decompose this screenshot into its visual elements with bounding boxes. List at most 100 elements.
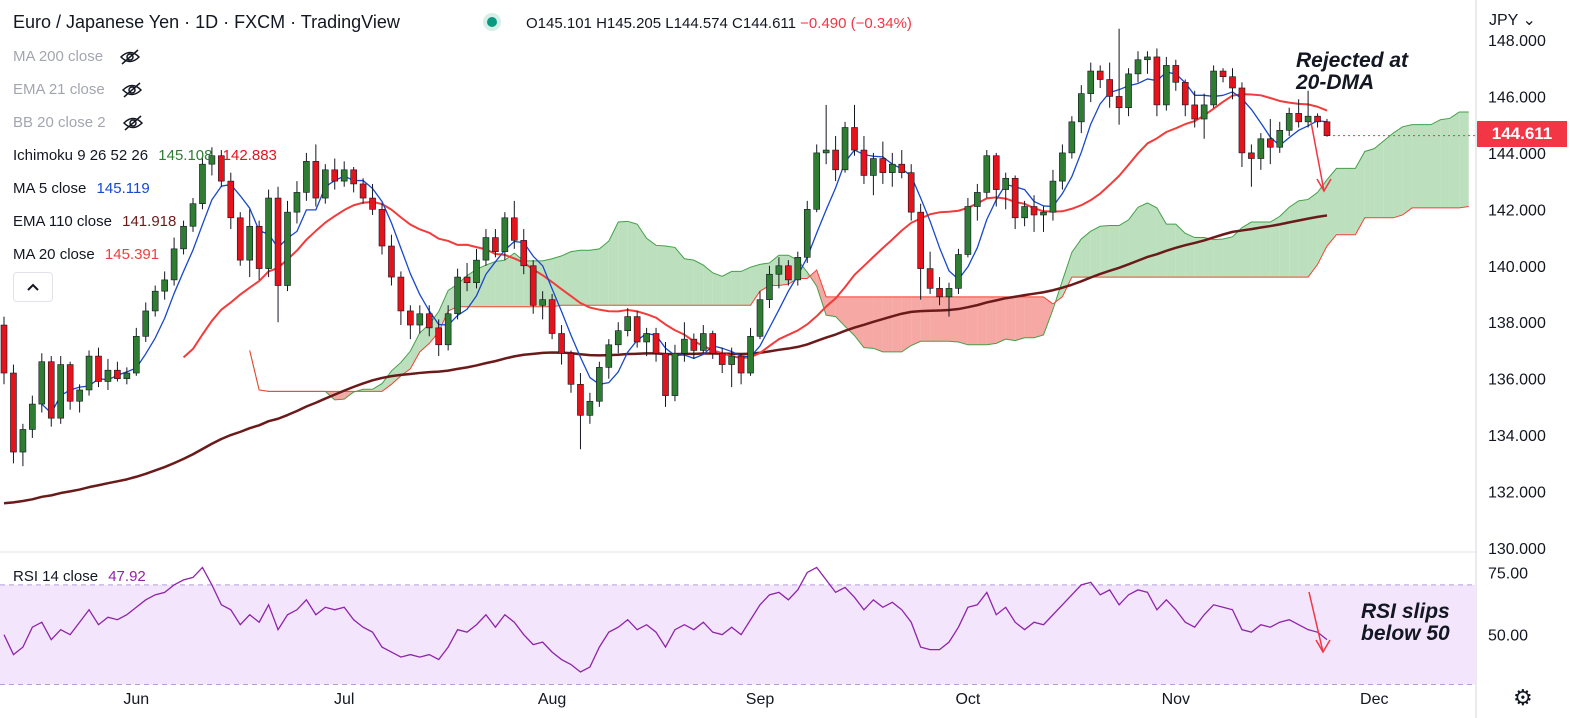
candle-body (76, 389, 83, 402)
candle (567, 350, 575, 393)
currency-label: JPY (1489, 12, 1519, 29)
candle-body (1295, 113, 1302, 123)
currency-selector[interactable]: JPY ⌄ (1489, 10, 1536, 30)
candle (766, 265, 773, 309)
cloud-segment (684, 258, 694, 306)
candle-body (766, 273, 773, 300)
legend-bb[interactable]: BB 20 close 2 (13, 114, 144, 132)
candle-body (133, 336, 140, 374)
candle-body (1049, 180, 1057, 213)
candle-body (1021, 206, 1028, 219)
candle-body (95, 355, 102, 382)
eye-hidden-icon[interactable] (122, 114, 144, 132)
cloud-segment (826, 296, 836, 317)
candle (832, 135, 839, 182)
candle (813, 144, 821, 213)
cloud-segment (400, 351, 411, 376)
candle (520, 229, 528, 275)
price-tick-label: 132.000 (1488, 485, 1546, 502)
candle (104, 358, 112, 390)
market-status-icon (487, 17, 497, 27)
eye-hidden-icon[interactable] (119, 48, 141, 66)
legend-ema110[interactable]: EMA 110 close 141.918 (13, 213, 182, 230)
candle (133, 327, 140, 376)
cloud-segment (1090, 226, 1101, 278)
candle (397, 271, 405, 326)
candle (747, 327, 754, 376)
candle-body (1248, 152, 1255, 159)
candle-body (407, 310, 414, 326)
legend-ema21[interactable]: EMA 21 close (13, 81, 143, 99)
cloud-segment (911, 296, 921, 346)
candle (737, 353, 745, 385)
candle-body (265, 197, 272, 269)
candle (454, 268, 461, 320)
candle (652, 327, 660, 362)
settings-gear-icon[interactable]: ⚙ (1513, 685, 1533, 710)
legend-ma20[interactable]: MA 20 close 145.391 (13, 246, 165, 263)
eye-hidden-icon[interactable] (121, 81, 143, 99)
candle-body (397, 276, 405, 312)
cloud-segment (1364, 148, 1375, 218)
candle (1011, 175, 1019, 230)
price-tick-label: 138.000 (1488, 315, 1546, 332)
legend-ichimoku[interactable]: Ichimoku 9 26 52 26 145.108 142.883 (13, 147, 283, 164)
price-tick-label: 148.000 (1488, 33, 1546, 50)
candle (189, 198, 197, 232)
cloud-segment (514, 253, 524, 307)
legend-ma20-label: MA 20 close (13, 246, 95, 263)
candle-body (586, 400, 594, 416)
ohlc-close: C144.611 (732, 15, 796, 32)
cloud-segment (1430, 119, 1441, 208)
candle (76, 384, 83, 413)
cloud-segment (977, 296, 987, 345)
cloud-segment (1421, 124, 1431, 208)
candle (775, 257, 783, 289)
time-tick-label: Nov (1162, 691, 1190, 708)
cloud-segment (1204, 237, 1214, 278)
candle (1059, 144, 1066, 190)
cloud-segment (930, 296, 940, 342)
candle (151, 285, 159, 317)
candle (709, 330, 717, 359)
candle (822, 104, 830, 165)
candle (142, 302, 150, 342)
candle-body (19, 429, 27, 453)
annotation-rsi: RSI slips below 50 (1361, 601, 1450, 645)
candle-body (180, 225, 187, 250)
candle-body (1285, 113, 1293, 131)
candle (992, 152, 1000, 207)
legend-rsi[interactable]: RSI 14 close 47.92 (13, 568, 152, 585)
candle (123, 367, 131, 385)
candle (718, 347, 726, 374)
legend-ma200-label: MA 200 close (13, 48, 104, 65)
price-tick-label: 142.000 (1488, 202, 1546, 219)
candle (955, 248, 962, 294)
cloud-segment (1402, 124, 1413, 215)
candle-body (643, 333, 650, 343)
candle-body (1078, 93, 1085, 123)
cloud-segment (1459, 111, 1469, 208)
cloud-segment (703, 265, 713, 306)
time-tick-label: Jun (123, 691, 149, 708)
candle-body (870, 158, 877, 176)
cloud-segment (429, 311, 439, 344)
legend-ma5[interactable]: MA 5 close 145.119 (13, 180, 156, 197)
candle (473, 248, 480, 289)
candle-body (378, 209, 386, 247)
candle-body (614, 330, 622, 346)
cloud-segment (1232, 227, 1242, 278)
candle (671, 344, 679, 402)
candle (1219, 68, 1227, 83)
price-tick-label: 144.000 (1488, 146, 1546, 163)
candle (539, 291, 546, 320)
candle (510, 200, 518, 249)
candle-body (199, 163, 206, 204)
candle-body (671, 352, 679, 396)
candle-body (577, 384, 584, 416)
collapse-legend-button[interactable] (13, 272, 53, 302)
legend-ma200[interactable]: MA 200 close (13, 48, 141, 66)
cloud-segment (1241, 222, 1252, 278)
cloud-segment (939, 296, 949, 342)
